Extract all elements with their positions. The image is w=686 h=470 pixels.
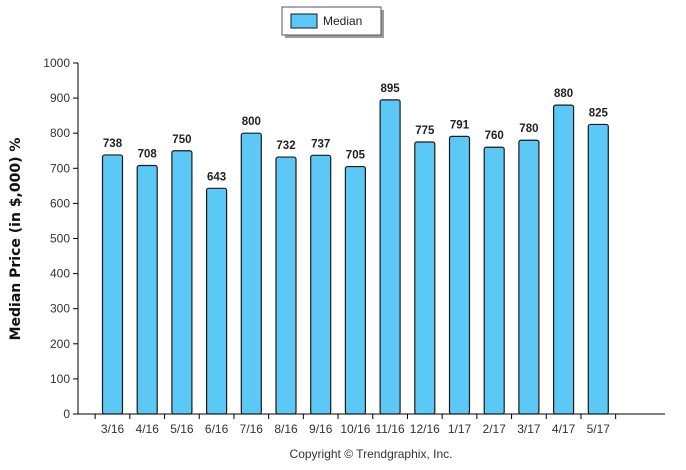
y-tick-label: 600 (50, 196, 70, 210)
data-label: 760 (485, 130, 504, 142)
bar (101, 154, 124, 415)
y-tick-label: 1000 (43, 56, 70, 70)
x-tick-label: 4/17 (552, 422, 576, 436)
bar (136, 164, 158, 415)
copyright-footer: Copyright © Trendgraphix, Inc. (290, 447, 453, 461)
bar (483, 146, 505, 415)
bar (518, 139, 540, 415)
data-label: 791 (450, 119, 470, 131)
data-label: 643 (207, 171, 226, 183)
data-label: 800 (242, 116, 261, 128)
x-tick-label: 9/16 (309, 422, 333, 436)
bar (275, 156, 297, 415)
y-tick-label: 0 (63, 407, 70, 421)
bar (171, 150, 193, 415)
x-tick-label: 5/17 (587, 422, 611, 436)
data-label: 737 (311, 138, 330, 150)
bar (344, 165, 366, 415)
legend-label-median: Median (323, 14, 362, 28)
x-ticks: 3/16 4/16 5/16 6/16 7/16 8/16 9/16 10/16 11/16 12… (94, 414, 617, 436)
data-label: 780 (519, 123, 538, 135)
y-tick-label: 700 (50, 161, 70, 175)
x-tick-label: 3/16 (101, 422, 125, 436)
x-tick-label: 10/16 (340, 422, 370, 436)
data-label: 732 (276, 140, 295, 152)
x-tick-label: 8/16 (274, 422, 298, 436)
x-tick-label: 4/16 (136, 422, 160, 436)
data-label: 895 (381, 83, 401, 95)
y-tick-label: 100 (50, 372, 70, 386)
y-ticks: 0 100 200 300 400 500 600 700 800 900 1000 (43, 56, 78, 421)
x-tick-label: 7/16 (240, 422, 264, 436)
data-label: 880 (554, 88, 573, 100)
bar (240, 132, 262, 415)
data-label: 738 (103, 138, 123, 150)
x-tick-label: 5/16 (170, 422, 194, 436)
y-tick-label: 300 (50, 302, 70, 316)
x-tick-label: 1/17 (448, 422, 472, 436)
x-tick-label: 3/17 (517, 422, 541, 436)
x-tick-label: 12/16 (410, 422, 440, 436)
y-tick-label: 200 (50, 337, 70, 351)
data-label: 708 (138, 148, 158, 160)
legend: Median (281, 6, 384, 38)
bar (552, 104, 575, 415)
y-tick-label: 900 (50, 91, 70, 105)
x-tick-label: 2/17 (483, 422, 507, 436)
bar (206, 187, 228, 415)
data-label: 825 (589, 107, 609, 119)
y-tick-label: 400 (50, 267, 70, 281)
bar (379, 99, 401, 415)
bar (448, 135, 471, 415)
bar (310, 154, 332, 415)
data-label: 705 (346, 150, 366, 162)
x-tick-label: 11/16 (376, 422, 405, 436)
x-tick-label: 6/16 (205, 422, 229, 436)
y-tick-label: 500 (50, 232, 70, 246)
bar (587, 123, 609, 415)
y-tick-label: 800 (50, 126, 70, 140)
bar (414, 141, 436, 415)
data-label: 775 (415, 125, 435, 137)
legend-swatch (290, 13, 318, 29)
y-axis-title: Median Price (in $,000) % (8, 138, 24, 341)
data-label: 750 (172, 134, 191, 146)
bars: 738 708 750 643 800 732 737 705 895 775 791 760 780 8… (101, 83, 609, 415)
